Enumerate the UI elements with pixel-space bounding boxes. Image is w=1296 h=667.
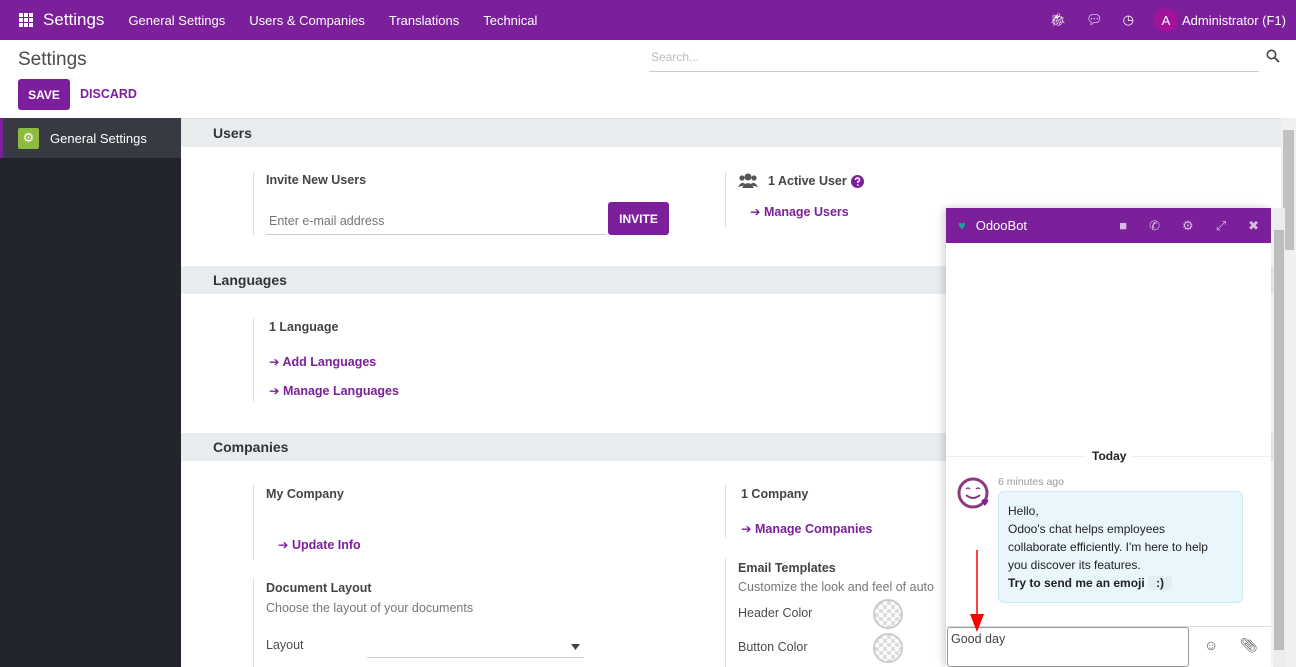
invite-button[interactable]: INVITE bbox=[608, 202, 669, 235]
sidebar-item-label: General Settings bbox=[50, 130, 147, 146]
avatar: A bbox=[1153, 8, 1178, 32]
add-languages-link[interactable]: ➔ Add Languages bbox=[269, 355, 377, 369]
paperclip-icon[interactable]: 📎︎ bbox=[1240, 637, 1258, 653]
manage-companies-link[interactable]: ➔ Manage Companies bbox=[741, 522, 873, 536]
sidebar: ⚙ General Settings bbox=[0, 118, 181, 667]
button-color-label: Button Color bbox=[738, 640, 808, 654]
emoji-icon[interactable]: ☺ bbox=[1204, 637, 1219, 653]
gear-icon[interactable]: ⚙ bbox=[1182, 217, 1194, 233]
company-count: 1 Company bbox=[741, 487, 809, 501]
header-color-label: Header Color bbox=[738, 606, 813, 620]
clock-icon[interactable]: ◷ bbox=[1122, 12, 1134, 27]
help-icon[interactable] bbox=[850, 174, 864, 188]
menu-general-settings[interactable]: General Settings bbox=[128, 12, 226, 28]
menu-technical[interactable]: Technical bbox=[483, 12, 538, 28]
button-color-picker[interactable] bbox=[873, 633, 903, 663]
gear-icon: ⚙ bbox=[18, 127, 39, 149]
message-line: collaborate efficiently. I'm here to hel… bbox=[1008, 540, 1208, 554]
chat-title: OdooBot bbox=[975, 218, 1028, 233]
save-button[interactable]: SAVE bbox=[18, 79, 70, 110]
invite-label: Invite New Users bbox=[266, 173, 367, 187]
manage-users-link[interactable]: ➔ Manage Users bbox=[750, 205, 849, 219]
chevron-down-icon bbox=[571, 644, 580, 650]
active-users: 1 Active User bbox=[768, 174, 847, 188]
active-users-row: 1 Active User bbox=[768, 174, 864, 188]
email-templates-label: Email Templates bbox=[738, 561, 836, 575]
user-menu[interactable]: A Administrator (F1) bbox=[1153, 8, 1286, 32]
emoji-suggestion[interactable]: :) bbox=[1148, 576, 1173, 590]
user-name: Administrator (F1) bbox=[1181, 12, 1286, 28]
message-line: Odoo's chat helps employees bbox=[1008, 522, 1166, 536]
message-line: you discover its features. bbox=[1008, 558, 1141, 572]
users-icon bbox=[738, 173, 758, 188]
apps-menu-icon[interactable] bbox=[19, 13, 33, 27]
odoobot-avatar bbox=[957, 477, 989, 509]
bug-icon[interactable]: 🐞︎ bbox=[1049, 12, 1067, 27]
expand-icon[interactable]: ⤢ bbox=[1215, 217, 1227, 233]
layout-label: Layout bbox=[266, 638, 304, 652]
email-templates-desc: Customize the look and feel of auto bbox=[738, 580, 934, 594]
video-camera-icon[interactable]: ■ bbox=[1119, 217, 1128, 233]
manage-languages-link[interactable]: ➔ Manage Languages bbox=[269, 384, 399, 398]
annotation-arrow bbox=[970, 550, 984, 632]
my-company-label: My Company bbox=[266, 487, 344, 501]
page-title: Settings bbox=[18, 49, 87, 70]
navbar: Settings General Settings Users & Compan… bbox=[0, 0, 1296, 40]
message-time: 6 minutes ago bbox=[998, 476, 1064, 488]
app-title[interactable]: Settings bbox=[43, 10, 105, 29]
header-color-picker[interactable] bbox=[873, 599, 903, 629]
search-input[interactable]: Search... bbox=[649, 44, 1259, 72]
discard-button[interactable]: DISCARD bbox=[80, 87, 137, 101]
message-bold: Try to send me an emoji bbox=[1008, 576, 1145, 590]
menu-users-companies[interactable]: Users & Companies bbox=[249, 12, 365, 28]
day-separator: Today bbox=[1086, 449, 1133, 463]
invite-email-input[interactable] bbox=[266, 208, 606, 235]
heart-icon bbox=[981, 499, 989, 506]
document-layout-desc: Choose the layout of your documents bbox=[266, 601, 474, 615]
search-icon[interactable] bbox=[1266, 49, 1280, 63]
sidebar-item-general-settings[interactable]: ⚙ General Settings bbox=[0, 118, 181, 158]
update-info-link[interactable]: ➔ Update Info bbox=[278, 538, 361, 552]
document-layout-label: Document Layout bbox=[266, 581, 372, 595]
close-icon[interactable]: ✖ bbox=[1248, 217, 1259, 233]
phone-icon[interactable]: ✆ bbox=[1149, 217, 1161, 233]
layout-select[interactable] bbox=[367, 636, 584, 658]
chat-window: ♥ OdooBot ■ ✆ ⚙ ⤢ ✖ Today 6 minutes ago … bbox=[946, 208, 1285, 667]
heart-icon: ♥ bbox=[958, 218, 966, 233]
chat-icon[interactable]: 💬︎ bbox=[1086, 12, 1103, 27]
chat-header[interactable]: ♥ OdooBot ■ ✆ ⚙ ⤢ ✖ bbox=[946, 208, 1271, 243]
message-line: Hello, bbox=[1008, 504, 1039, 518]
section-users-title: Users bbox=[181, 119, 1281, 147]
chat-scrollbar[interactable] bbox=[1273, 208, 1285, 667]
message-bubble: Hello, Odoo's chat helps employees colla… bbox=[998, 491, 1243, 603]
language-count: 1 Language bbox=[269, 320, 339, 334]
menu-translations[interactable]: Translations bbox=[388, 12, 460, 28]
